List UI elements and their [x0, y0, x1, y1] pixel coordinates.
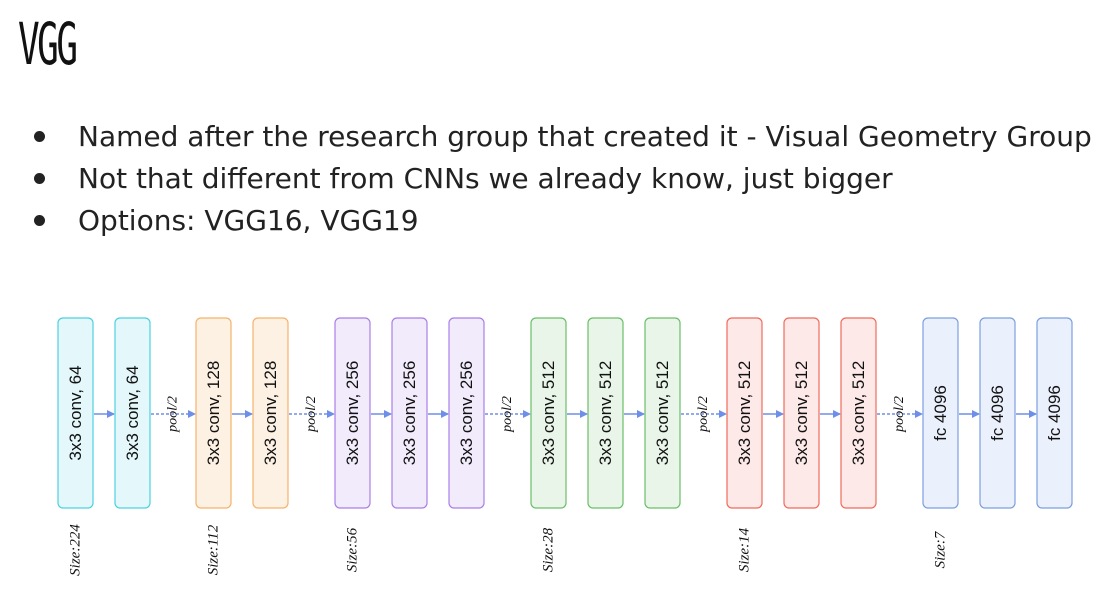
size-label: Size:14 — [737, 527, 753, 572]
layer-block — [530, 317, 567, 509]
layer-block — [840, 317, 877, 509]
layer-block — [391, 317, 428, 509]
layer-label: 3x3 conv, 512 — [653, 361, 672, 466]
size-label: Size:224 — [68, 524, 84, 576]
size-label: Size:56 — [345, 527, 361, 572]
size-label: Size:112 — [206, 524, 222, 575]
layer-block — [252, 317, 289, 509]
layer-label: 3x3 conv, 64 — [66, 365, 85, 460]
layer-label: 3x3 conv, 512 — [792, 361, 811, 466]
pool-label: pool/2 — [696, 396, 711, 433]
layer-label: 3x3 conv, 128 — [261, 361, 280, 466]
slide-title: VGG — [18, 10, 78, 78]
layer-label: fc 4096 — [931, 385, 950, 441]
layer-block — [979, 317, 1016, 509]
layer-block — [726, 317, 763, 509]
pool-label: pool/2 — [304, 396, 319, 433]
bullet-item: Options: VGG16, VGG19 — [30, 200, 1092, 242]
layer-label: 3x3 conv, 256 — [343, 361, 362, 466]
layer-label: fc 4096 — [988, 385, 1007, 441]
bullet-item: Not that different from CNNs we already … — [30, 158, 1092, 200]
layer-label: 3x3 conv, 512 — [735, 361, 754, 466]
bullet-text: Named after the research group that crea… — [78, 120, 1092, 153]
layer-block — [922, 317, 959, 509]
layer-block — [334, 317, 371, 509]
layer-label: 3x3 conv, 256 — [457, 361, 476, 466]
layer-label: 3x3 conv, 256 — [400, 361, 419, 466]
layer-label: 3x3 conv, 64 — [123, 365, 142, 460]
layer-label: 3x3 conv, 512 — [596, 361, 615, 466]
layer-block — [783, 317, 820, 509]
bullet-dot-icon — [34, 215, 45, 226]
bullet-list: Named after the research group that crea… — [30, 116, 1092, 242]
layer-label: fc 4096 — [1045, 385, 1064, 441]
size-label: Size:28 — [541, 527, 557, 572]
bullet-item: Named after the research group that crea… — [30, 116, 1092, 158]
bullet-text: Options: VGG16, VGG19 — [78, 204, 419, 237]
bullet-dot-icon — [34, 131, 45, 142]
layer-block — [448, 317, 485, 509]
bullet-text: Not that different from CNNs we already … — [78, 162, 893, 195]
layer-block — [57, 317, 94, 509]
layer-block — [195, 317, 232, 509]
vgg-architecture-diagram: pool/2 pool/2 pool/2 pool/2 pool/2 3x3 conv, … — [57, 317, 1073, 576]
layer-block — [587, 317, 624, 509]
layer-label: 3x3 conv, 512 — [539, 361, 558, 466]
layer-block — [1036, 317, 1073, 509]
layer-label: 3x3 conv, 512 — [849, 361, 868, 466]
size-label: Size:7 — [933, 530, 949, 568]
pool-label: pool/2 — [892, 396, 907, 433]
layer-label: 3x3 conv, 128 — [204, 361, 223, 466]
pool-label: pool/2 — [166, 396, 181, 433]
layer-block — [644, 317, 681, 509]
bullet-dot-icon — [34, 173, 45, 184]
layer-block — [114, 317, 151, 509]
pool-label: pool/2 — [500, 396, 515, 433]
